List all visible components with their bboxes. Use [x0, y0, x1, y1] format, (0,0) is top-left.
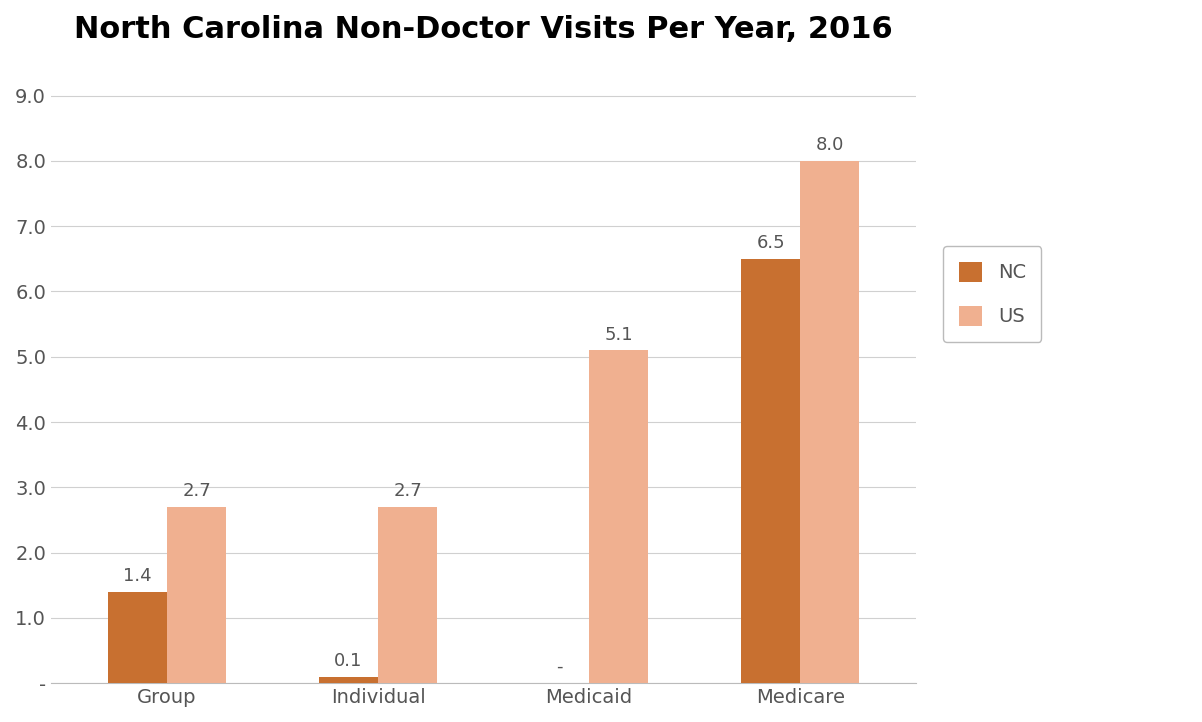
Text: 0.1: 0.1 — [334, 652, 363, 670]
Text: 2.7: 2.7 — [393, 482, 422, 500]
Text: 6.5: 6.5 — [756, 235, 785, 252]
Text: 2.7: 2.7 — [183, 482, 210, 500]
Bar — [108, 592, 167, 683]
Text: 5.1: 5.1 — [605, 326, 633, 344]
Bar — [742, 258, 801, 683]
Bar — [319, 677, 379, 683]
Text: -: - — [557, 657, 563, 675]
Title: North Carolina Non-Doctor Visits Per Year, 2016: North Carolina Non-Doctor Visits Per Yea… — [75, 15, 893, 44]
Bar — [379, 507, 438, 683]
Bar — [589, 350, 648, 683]
Bar — [801, 161, 859, 683]
Text: 1.4: 1.4 — [123, 567, 151, 586]
Bar — [167, 507, 226, 683]
Text: 8.0: 8.0 — [815, 136, 844, 155]
Legend: NC, US: NC, US — [944, 246, 1041, 342]
